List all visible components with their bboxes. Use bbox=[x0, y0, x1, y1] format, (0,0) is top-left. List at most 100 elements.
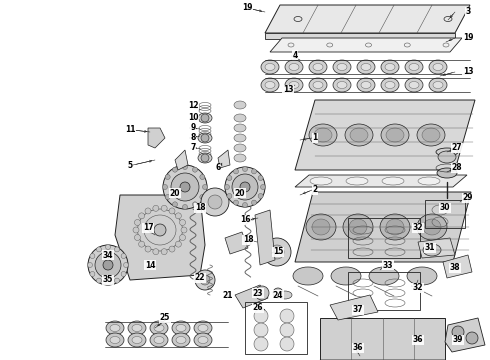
Circle shape bbox=[134, 234, 141, 240]
Circle shape bbox=[90, 253, 95, 258]
Circle shape bbox=[172, 202, 177, 207]
Circle shape bbox=[251, 200, 256, 205]
Circle shape bbox=[280, 337, 294, 351]
Circle shape bbox=[254, 323, 268, 337]
Polygon shape bbox=[175, 150, 188, 170]
Circle shape bbox=[202, 184, 207, 189]
Ellipse shape bbox=[172, 321, 190, 335]
Ellipse shape bbox=[349, 219, 367, 235]
Ellipse shape bbox=[293, 267, 323, 285]
Circle shape bbox=[121, 253, 126, 258]
Ellipse shape bbox=[172, 333, 190, 347]
Ellipse shape bbox=[198, 337, 208, 343]
Text: 20: 20 bbox=[235, 189, 245, 198]
Circle shape bbox=[195, 270, 215, 290]
Circle shape bbox=[200, 194, 205, 199]
Circle shape bbox=[123, 262, 128, 267]
Text: 6: 6 bbox=[216, 163, 220, 172]
Text: 5: 5 bbox=[127, 161, 133, 170]
Ellipse shape bbox=[261, 78, 279, 92]
Circle shape bbox=[258, 175, 263, 180]
Circle shape bbox=[200, 175, 205, 180]
Ellipse shape bbox=[337, 63, 347, 71]
Text: 31: 31 bbox=[425, 243, 435, 252]
Circle shape bbox=[175, 213, 181, 219]
Text: 32: 32 bbox=[413, 284, 423, 292]
Circle shape bbox=[182, 204, 188, 210]
Polygon shape bbox=[255, 210, 275, 265]
Circle shape bbox=[232, 174, 258, 200]
Text: 28: 28 bbox=[452, 163, 462, 172]
Polygon shape bbox=[295, 100, 475, 170]
Circle shape bbox=[115, 247, 120, 252]
Circle shape bbox=[263, 238, 291, 266]
Circle shape bbox=[161, 249, 167, 255]
Ellipse shape bbox=[234, 154, 246, 162]
Ellipse shape bbox=[289, 63, 299, 71]
Ellipse shape bbox=[265, 81, 275, 89]
Ellipse shape bbox=[234, 101, 246, 109]
Text: 39: 39 bbox=[453, 336, 463, 345]
Text: 14: 14 bbox=[145, 261, 155, 270]
Circle shape bbox=[201, 154, 209, 162]
Ellipse shape bbox=[433, 63, 443, 71]
Ellipse shape bbox=[106, 333, 124, 347]
Polygon shape bbox=[115, 195, 205, 280]
Text: 30: 30 bbox=[440, 203, 450, 212]
Circle shape bbox=[254, 337, 268, 351]
Text: 24: 24 bbox=[273, 291, 283, 300]
Text: 2: 2 bbox=[313, 185, 318, 194]
Ellipse shape bbox=[309, 78, 327, 92]
Ellipse shape bbox=[198, 324, 208, 332]
Circle shape bbox=[90, 271, 95, 276]
Text: 16: 16 bbox=[240, 216, 250, 225]
Circle shape bbox=[171, 173, 199, 201]
Circle shape bbox=[227, 175, 232, 180]
Polygon shape bbox=[295, 175, 467, 187]
Circle shape bbox=[208, 195, 222, 209]
Text: 19: 19 bbox=[463, 33, 473, 42]
Circle shape bbox=[280, 323, 294, 337]
Ellipse shape bbox=[381, 60, 399, 74]
Ellipse shape bbox=[198, 133, 212, 143]
Circle shape bbox=[201, 134, 209, 142]
Ellipse shape bbox=[386, 219, 404, 235]
Text: 4: 4 bbox=[293, 50, 297, 59]
Text: 17: 17 bbox=[143, 224, 153, 233]
Ellipse shape bbox=[176, 324, 186, 332]
Circle shape bbox=[181, 227, 187, 233]
Circle shape bbox=[139, 241, 145, 247]
Ellipse shape bbox=[331, 267, 361, 285]
Circle shape bbox=[103, 260, 113, 270]
Text: 34: 34 bbox=[103, 251, 113, 260]
Ellipse shape bbox=[194, 321, 212, 335]
Circle shape bbox=[255, 286, 269, 300]
Circle shape bbox=[153, 249, 159, 255]
Ellipse shape bbox=[285, 60, 303, 74]
Circle shape bbox=[240, 182, 250, 192]
Ellipse shape bbox=[312, 219, 330, 235]
Ellipse shape bbox=[198, 153, 212, 163]
Circle shape bbox=[193, 202, 197, 207]
Ellipse shape bbox=[285, 78, 303, 92]
Bar bbox=[320, 318, 445, 360]
Ellipse shape bbox=[429, 60, 447, 74]
Ellipse shape bbox=[261, 60, 279, 74]
Text: 15: 15 bbox=[273, 248, 283, 256]
Ellipse shape bbox=[422, 128, 440, 142]
Ellipse shape bbox=[128, 333, 146, 347]
Ellipse shape bbox=[234, 114, 246, 122]
Circle shape bbox=[224, 184, 229, 189]
Text: 8: 8 bbox=[190, 134, 196, 143]
Text: 11: 11 bbox=[125, 126, 135, 135]
Ellipse shape bbox=[234, 144, 246, 152]
Circle shape bbox=[139, 213, 145, 219]
Circle shape bbox=[280, 309, 294, 323]
Ellipse shape bbox=[150, 321, 168, 335]
Circle shape bbox=[234, 200, 239, 205]
Polygon shape bbox=[225, 232, 248, 254]
Ellipse shape bbox=[357, 60, 375, 74]
Ellipse shape bbox=[234, 134, 246, 142]
Circle shape bbox=[251, 169, 256, 174]
Ellipse shape bbox=[382, 177, 404, 185]
